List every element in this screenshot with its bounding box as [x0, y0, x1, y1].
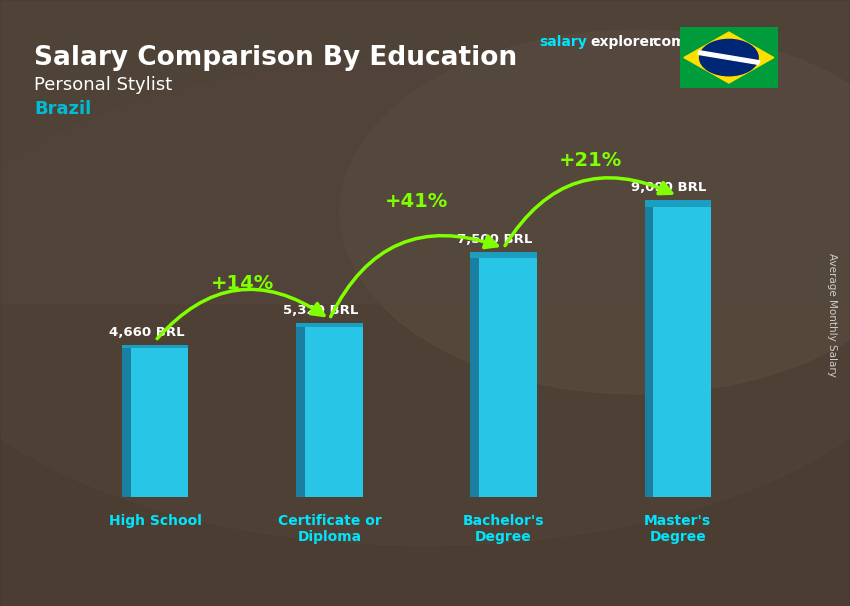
Polygon shape [698, 51, 760, 64]
Text: 4,660 BRL: 4,660 BRL [109, 326, 184, 339]
Text: +21%: +21% [559, 151, 622, 170]
Text: explorer: explorer [591, 35, 656, 49]
Text: Personal Stylist: Personal Stylist [34, 76, 173, 94]
Bar [122, 345, 189, 497]
Text: +14%: +14% [211, 274, 274, 293]
Text: Average Monthly Salary: Average Monthly Salary [827, 253, 837, 377]
Bar [644, 200, 711, 207]
Bar [297, 323, 362, 497]
Bar [122, 345, 131, 497]
Bar [297, 323, 305, 497]
Text: 7,500 BRL: 7,500 BRL [457, 233, 533, 246]
Text: 5,320 BRL: 5,320 BRL [283, 304, 359, 317]
Ellipse shape [340, 30, 850, 394]
Text: Brazil: Brazil [34, 100, 91, 118]
Bar [471, 252, 536, 258]
Text: +41%: +41% [385, 192, 448, 211]
Bar [297, 323, 362, 327]
Text: Salary Comparison By Education: Salary Comparison By Education [34, 45, 517, 72]
Text: .com: .com [649, 35, 686, 49]
Bar [644, 200, 711, 497]
Bar [122, 345, 189, 348]
Polygon shape [684, 32, 774, 83]
Bar [0, 0, 850, 303]
Bar [471, 252, 536, 497]
Text: salary: salary [540, 35, 587, 49]
Bar [644, 200, 654, 497]
Text: 9,090 BRL: 9,090 BRL [632, 181, 706, 194]
Ellipse shape [0, 61, 850, 545]
Circle shape [700, 39, 758, 76]
Bar [471, 252, 479, 497]
